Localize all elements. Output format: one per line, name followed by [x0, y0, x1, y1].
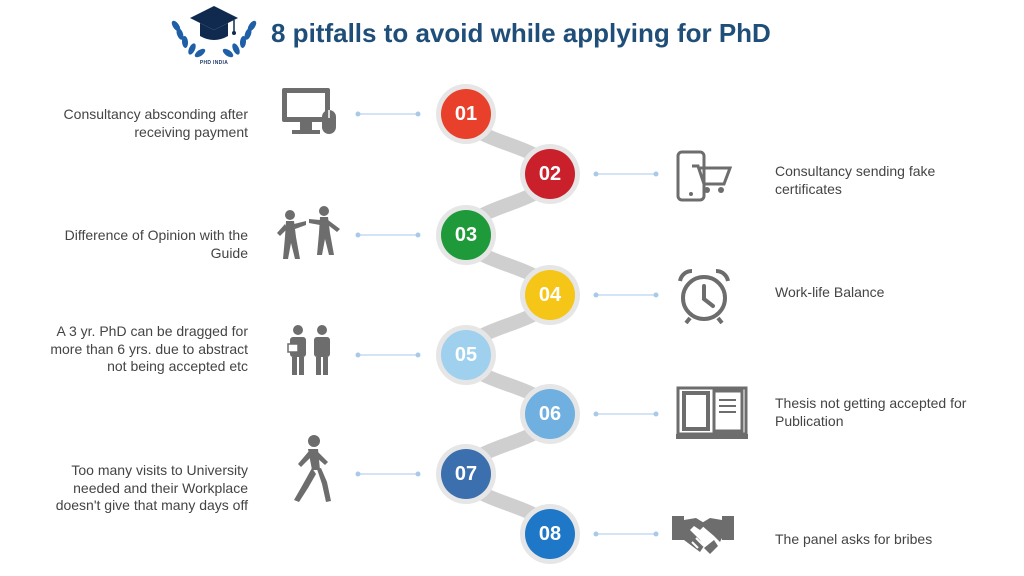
step-number: 02 — [538, 163, 562, 185]
pointer-dot — [415, 352, 421, 358]
step-circle — [441, 449, 491, 499]
pointer-dot — [415, 232, 421, 238]
step-circle — [441, 210, 491, 260]
pointer-dot — [355, 111, 361, 117]
pointer-dot — [415, 111, 421, 117]
mobile-cart-icon — [676, 150, 733, 209]
pointer-dot — [653, 411, 659, 417]
page-title: 8 pitfalls to avoid while applying for P… — [271, 18, 771, 48]
step-number: 04 — [538, 284, 562, 306]
two-people-icon — [286, 324, 336, 383]
step-circle — [525, 270, 575, 320]
step-number: 03 — [454, 224, 478, 246]
step-label: A 3 yr. PhD can be dragged for more than… — [50, 323, 248, 374]
step-number: 05 — [454, 344, 478, 366]
logo-text: PHD INDIA — [199, 60, 229, 66]
step-number: 06 — [538, 403, 562, 425]
pointer-dot — [653, 171, 659, 177]
pointer-dot — [653, 531, 659, 537]
step-circle — [441, 89, 491, 139]
pointer-dot — [355, 352, 361, 358]
step-circle — [525, 149, 575, 199]
pointer-dot — [593, 171, 599, 177]
step-label: Work-life Balance — [775, 284, 885, 300]
step-circle — [525, 509, 575, 559]
pointer-dot — [593, 292, 599, 298]
pointer-dot — [355, 471, 361, 477]
step-label: Difference of Opinion with the Guide — [64, 227, 248, 261]
step-label: Thesis not getting accepted for Publicat… — [775, 395, 967, 429]
alarm-clock-icon — [676, 268, 732, 329]
arguing-people-icon — [276, 203, 346, 268]
step-label: The panel asks for bribes — [775, 531, 933, 547]
pointer-dot — [355, 232, 361, 238]
step-label: Consultancy absconding after receiving p… — [63, 106, 248, 140]
step-circle — [525, 389, 575, 439]
logo: PHD INDIA — [166, 4, 262, 70]
step-label: Too many visits to University needed and… — [55, 462, 248, 513]
pointer-dot — [593, 411, 599, 417]
step-number: 07 — [454, 463, 478, 485]
step-circle — [441, 330, 491, 380]
open-book-icon — [676, 386, 748, 447]
step-label: Consultancy sending fake certificates — [775, 163, 936, 197]
handshake-icon — [670, 510, 736, 565]
pointer-dot — [593, 531, 599, 537]
graduation-cap-laurel-icon — [171, 6, 257, 58]
pointer-dot — [653, 292, 659, 298]
computer-icon — [280, 86, 340, 145]
step-number: 01 — [454, 103, 478, 125]
step-number: 08 — [538, 523, 562, 545]
walking-person-icon — [290, 434, 334, 509]
pointer-dot — [415, 471, 421, 477]
